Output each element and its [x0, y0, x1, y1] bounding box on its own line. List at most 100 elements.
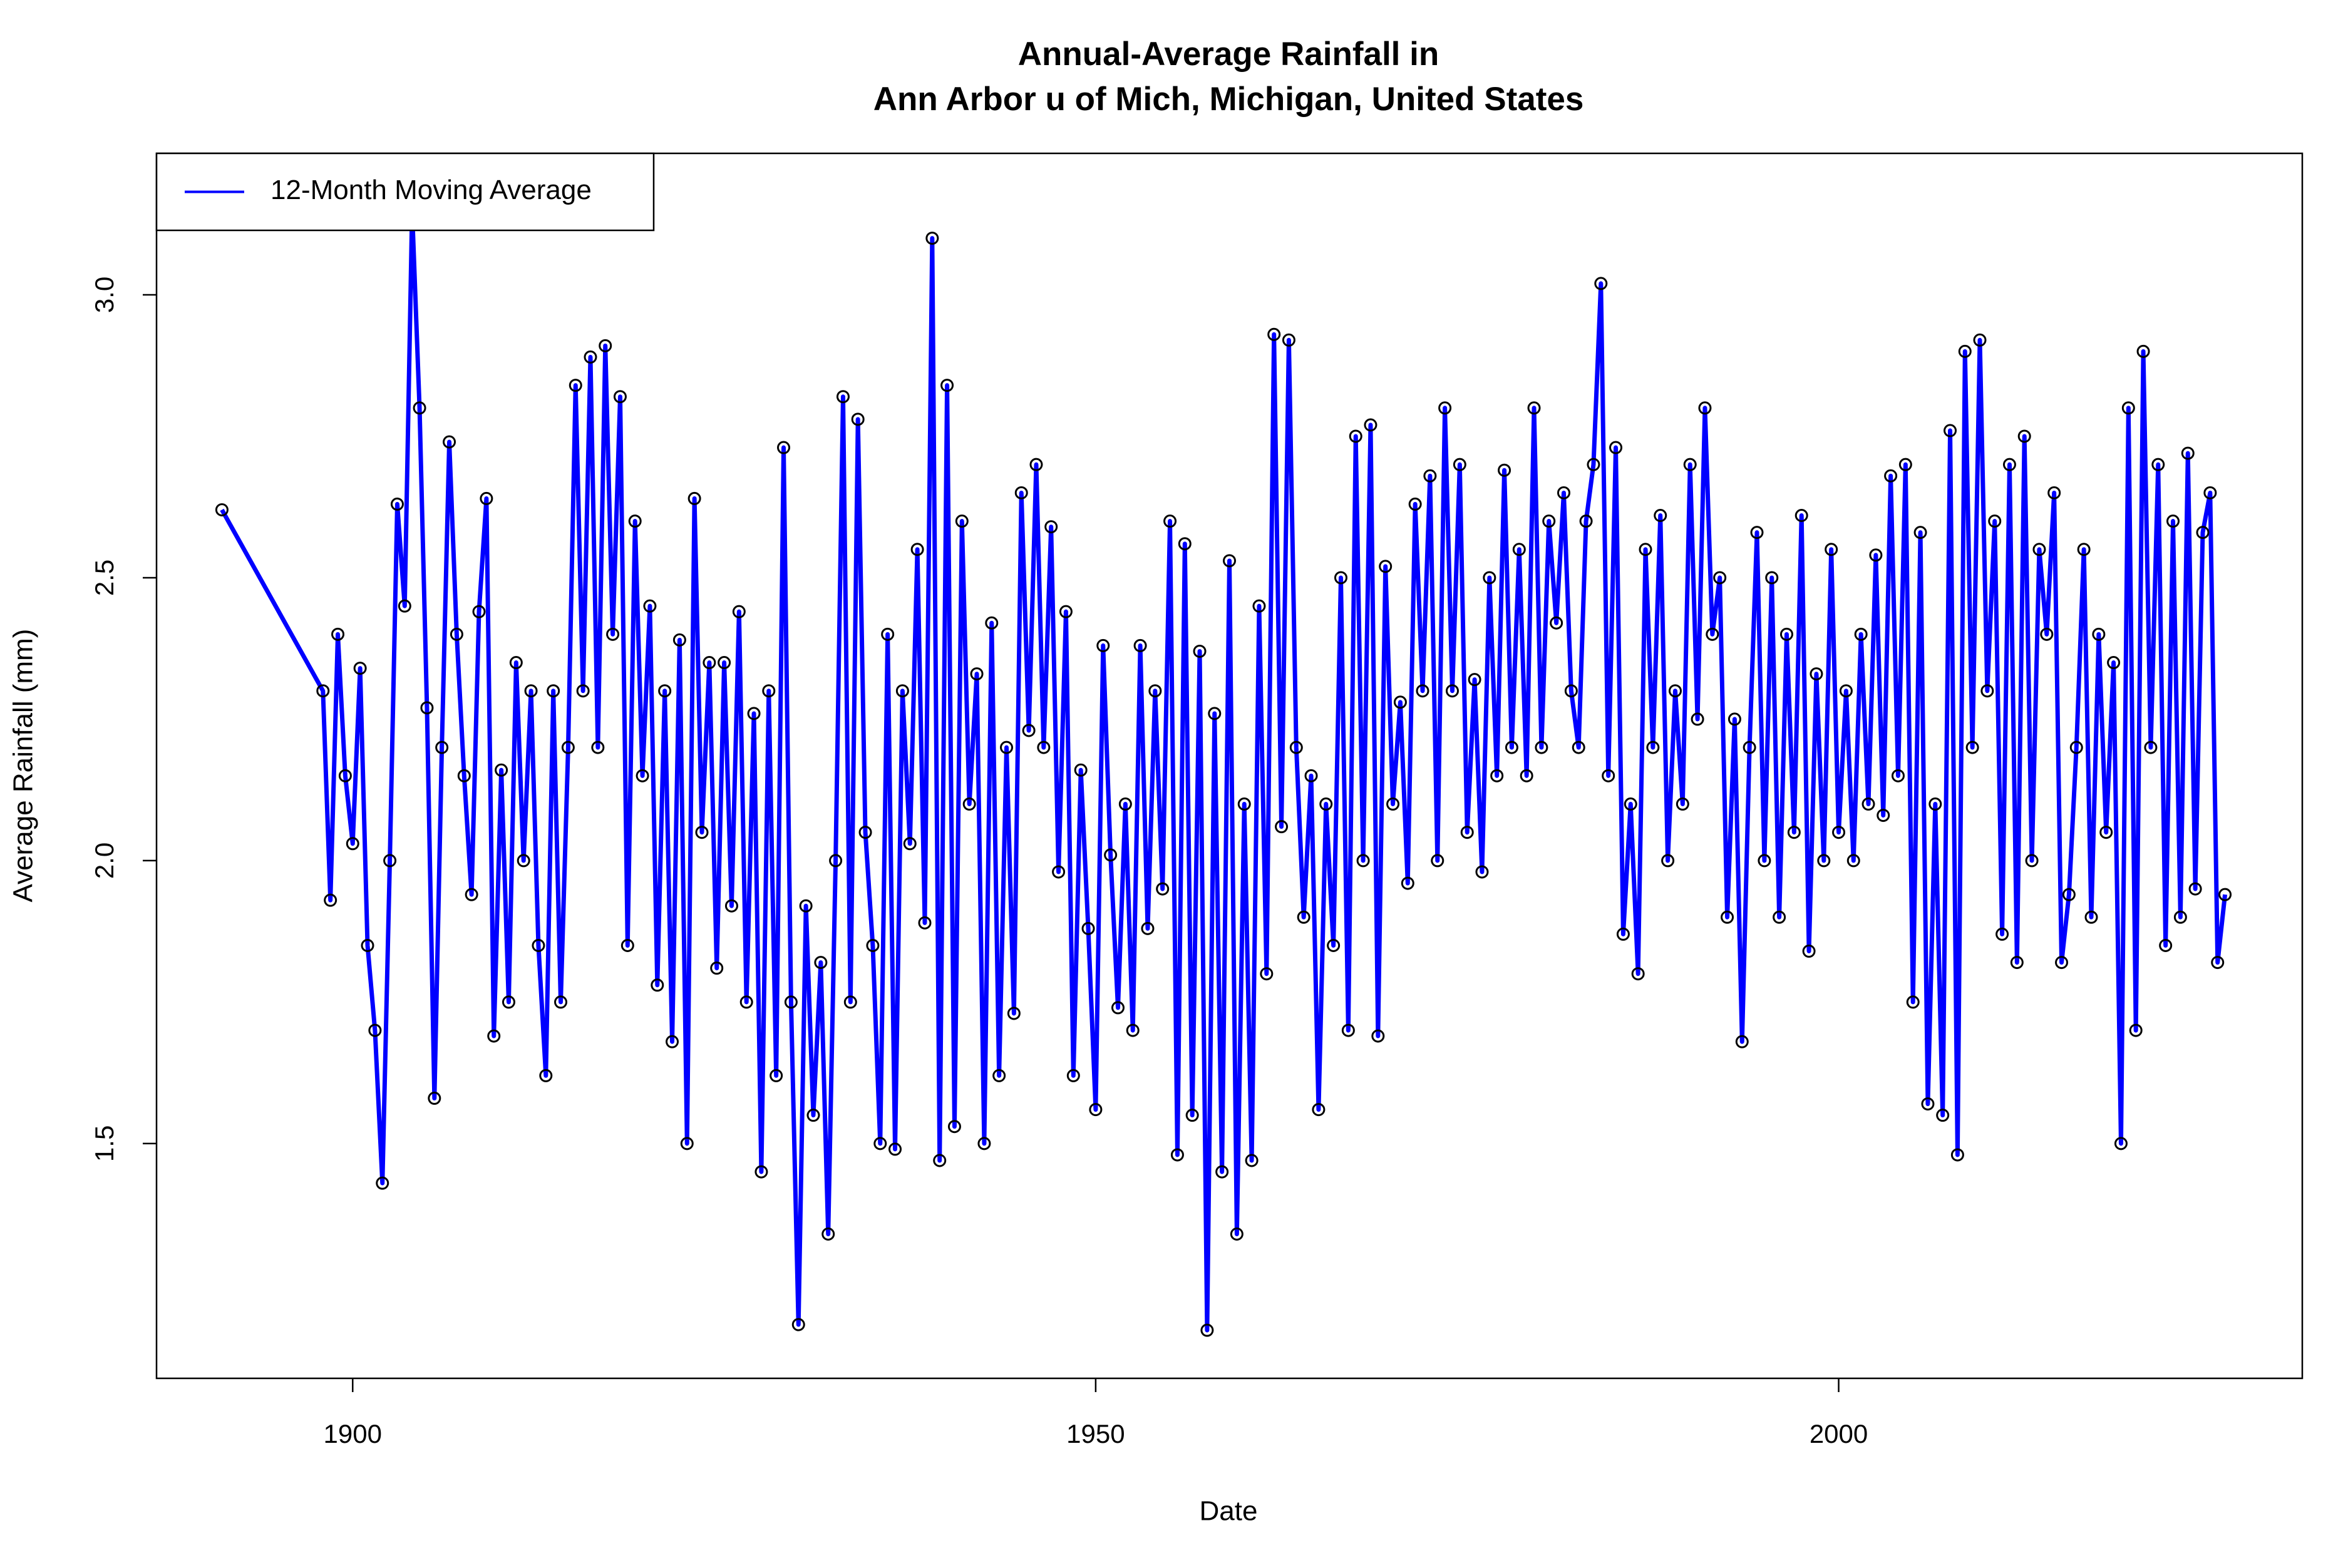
data-point [215, 503, 229, 516]
data-point [1594, 277, 1608, 290]
data-point [1810, 667, 1823, 681]
data-point [450, 627, 463, 641]
data-point [620, 938, 634, 952]
data-point [1877, 809, 1890, 822]
data-point [739, 995, 753, 1009]
data-point [2092, 627, 2106, 641]
data-point [985, 616, 999, 630]
data-point [561, 740, 575, 754]
data-point [2121, 401, 2135, 415]
data-point [866, 938, 880, 952]
data-point [821, 1227, 835, 1241]
data-point [1921, 1097, 1935, 1111]
data-point [1000, 740, 1014, 754]
data-point [695, 826, 709, 839]
data-point [2114, 1137, 2128, 1150]
data-point [992, 1068, 1006, 1082]
data-point [2017, 429, 2031, 443]
data-point [2144, 740, 2158, 754]
data-point [2047, 486, 2061, 500]
data-point [1133, 638, 1147, 652]
data-point [1891, 769, 1905, 782]
data-point [1765, 571, 1779, 585]
y-tick-label: 1.5 [90, 1125, 119, 1162]
data-point [1408, 497, 1422, 511]
data-point [1861, 797, 1875, 811]
data-point [1401, 876, 1414, 890]
data-point [361, 938, 374, 952]
data-point [1022, 724, 1036, 737]
data-point [843, 995, 857, 1009]
data-point [1683, 458, 1697, 471]
data-point [599, 339, 612, 352]
data-point [791, 1318, 805, 1331]
data-point [2055, 956, 2069, 970]
data-point [547, 684, 560, 698]
data-point [487, 1029, 501, 1043]
data-point [346, 837, 359, 851]
data-point [1297, 910, 1310, 924]
data-point [1386, 797, 1400, 811]
data-point [1950, 1148, 1964, 1162]
data-point [710, 961, 724, 975]
data-point [1356, 854, 1370, 868]
data-point [1602, 769, 1615, 782]
data-point [1721, 910, 1734, 924]
data-point [1423, 469, 1437, 483]
data-point [1557, 486, 1570, 500]
data-point [1691, 712, 1704, 726]
data-point [687, 491, 701, 505]
data-point [1735, 1035, 1749, 1048]
data-point [532, 938, 545, 952]
data-point [569, 379, 582, 392]
data-point [2084, 910, 2098, 924]
data-point [2010, 956, 2024, 970]
data-point [1668, 684, 1682, 698]
data-point [1185, 1109, 1199, 1122]
data-point [724, 899, 738, 913]
data-point [1445, 684, 1459, 698]
data-point [895, 684, 909, 698]
data-point [1104, 848, 1118, 862]
data-point [376, 1176, 389, 1190]
y-tick-label: 2.0 [90, 843, 119, 879]
data-point [1163, 515, 1177, 528]
data-point [1825, 543, 1838, 556]
data-point [1007, 1007, 1021, 1020]
chart-title: Annual-Average Rainfall in [1018, 36, 1439, 73]
data-point [732, 605, 746, 618]
data-point [1029, 458, 1043, 471]
x-tick-label: 2000 [1810, 1419, 1868, 1448]
data-point [1958, 344, 1972, 358]
data-point [1639, 543, 1652, 556]
data-point [465, 888, 478, 901]
data-point [806, 1109, 820, 1122]
data-point [777, 441, 791, 454]
data-point [1527, 401, 1541, 415]
data-point [353, 662, 367, 675]
data-point [2181, 446, 2195, 460]
data-point [1118, 797, 1132, 811]
legend-label: 12-Month Moving Average [270, 175, 592, 205]
data-point [1052, 865, 1066, 879]
data-point [1609, 441, 1623, 454]
data-point [1535, 740, 1548, 754]
data-point [502, 995, 515, 1009]
data-point [747, 707, 761, 720]
data-point [1282, 333, 1295, 347]
data-point [435, 740, 449, 754]
data-point [1438, 401, 1452, 415]
data-point [666, 1035, 679, 1048]
data-point [1988, 515, 2002, 528]
data-point [1416, 684, 1429, 698]
x-axis-label: Date [1200, 1496, 1258, 1527]
data-point [480, 491, 493, 505]
data-point [1393, 695, 1407, 709]
data-point [2203, 486, 2217, 500]
data-point [2002, 458, 2016, 471]
data-point [2211, 956, 2225, 970]
data-point [1327, 938, 1341, 952]
data-point [1713, 571, 1727, 585]
data-point [680, 1137, 694, 1150]
